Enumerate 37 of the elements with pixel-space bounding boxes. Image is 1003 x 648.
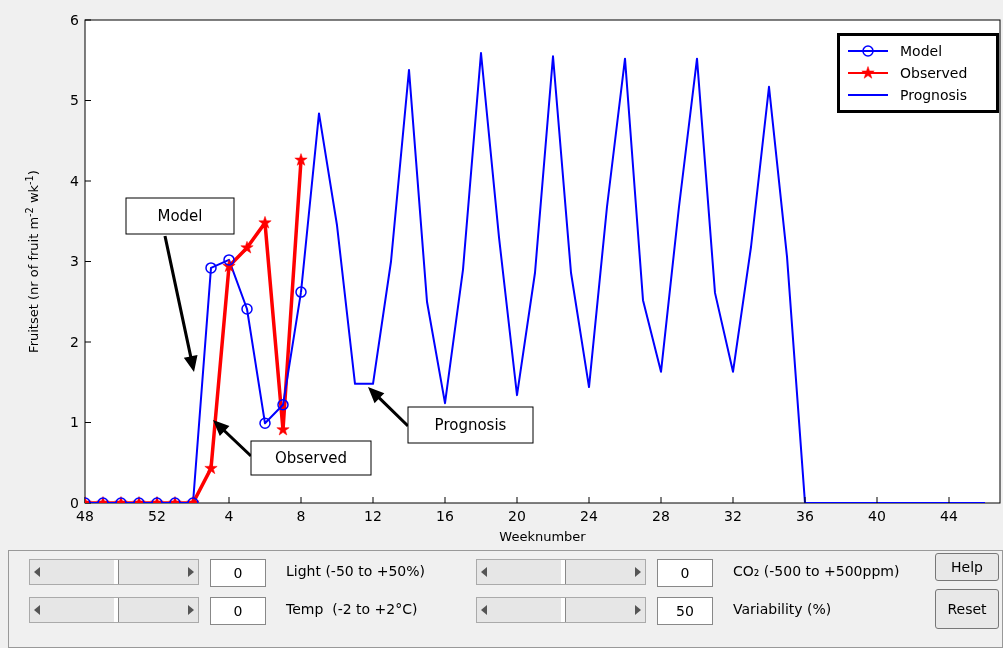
text: CO₂ (-500 to +500ppm) <box>733 563 900 579</box>
y-tick-label: 4 <box>70 172 80 189</box>
legend-label: Model <box>900 43 943 59</box>
x-tick-label: 32 <box>724 507 742 524</box>
x-tick-label: 40 <box>868 507 886 524</box>
x-tick-label: 28 <box>652 507 670 524</box>
y-tick-label: 1 <box>70 414 79 431</box>
text-field: 50 <box>657 597 713 625</box>
y-tick-label: 0 <box>70 494 79 511</box>
x-tick-label: 44 <box>940 507 958 524</box>
legend-label: Observed <box>900 65 968 81</box>
x-tick-label: 12 <box>364 507 382 524</box>
x-tick-label: 20 <box>508 507 526 524</box>
annotation: Prognosis <box>434 416 507 434</box>
x-tick-label: 52 <box>148 507 166 524</box>
y-tick-label: 6 <box>70 11 80 28</box>
legend-label: Prognosis <box>900 87 968 103</box>
x-tick-label: 48 <box>76 507 94 524</box>
y-tick-label: 5 <box>70 92 79 109</box>
y-tick-label: 3 <box>70 253 79 270</box>
annotation: Model <box>157 207 203 225</box>
text: Temp (-2 to +2°C) <box>286 601 418 617</box>
x-tick-label: 16 <box>436 507 454 524</box>
x-tick-label: 36 <box>796 507 814 524</box>
x-axis-title: Weeknumber <box>499 529 587 544</box>
y-tick-label: 2 <box>70 333 79 350</box>
text-field: 0 <box>210 597 266 625</box>
x-tick-label: 8 <box>296 507 306 524</box>
text: Variability (%) <box>733 601 832 617</box>
button: Reset <box>935 589 999 629</box>
x-tick-label: 4 <box>224 507 234 524</box>
annotation: Observed <box>274 449 348 467</box>
x-tick-label: 24 <box>580 507 598 524</box>
text: Light (-50 to +50%) <box>286 563 425 579</box>
button: Help <box>935 553 999 581</box>
text-field: 0 <box>657 559 713 587</box>
text-field: 0 <box>210 559 266 587</box>
